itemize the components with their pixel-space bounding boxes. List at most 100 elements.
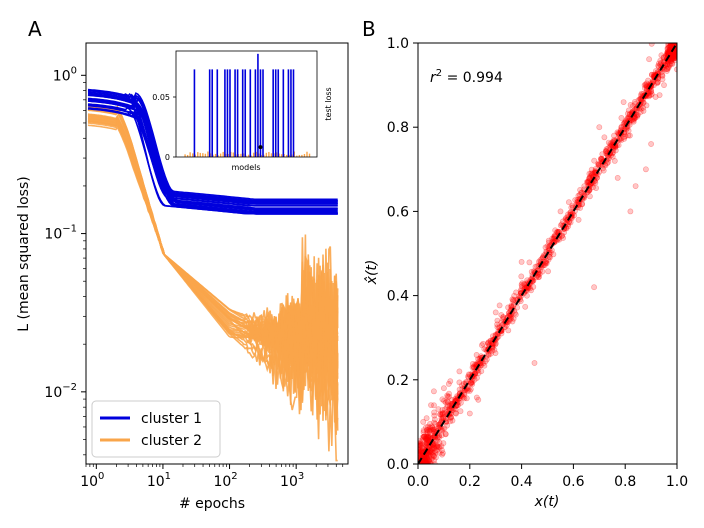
scatter-point xyxy=(665,50,671,57)
scatter-point xyxy=(642,85,648,92)
scatter-point xyxy=(438,411,445,418)
cluster-2-curve-24 xyxy=(87,106,339,391)
a-xtick-label-2: 102 xyxy=(213,471,237,490)
scatter-point xyxy=(423,435,430,442)
scatter-point xyxy=(549,235,556,242)
scatter-point xyxy=(418,449,424,456)
scatter-point xyxy=(624,115,631,122)
scatter-point xyxy=(429,426,436,433)
scatter-point xyxy=(672,53,677,60)
scatter-point xyxy=(543,258,550,264)
scatter-point xyxy=(632,114,639,121)
scatter-point xyxy=(500,314,507,321)
scatter-point xyxy=(512,310,518,316)
scatter-point xyxy=(550,251,557,258)
scatter-point xyxy=(648,71,655,78)
a-ytick-base-2: 10 xyxy=(44,385,62,401)
scatter-point xyxy=(431,426,438,433)
scatter-point xyxy=(436,439,443,446)
scatter-point xyxy=(602,148,609,154)
scatter-point xyxy=(536,270,543,277)
scatter-point xyxy=(418,441,422,448)
scatter-point xyxy=(513,289,519,296)
scatter-point xyxy=(670,55,677,62)
scatter-point xyxy=(673,43,677,46)
scatter-point xyxy=(456,379,463,386)
scatter-point xyxy=(424,429,430,436)
scatter-point xyxy=(418,448,422,454)
a-xtick-label-0: 100 xyxy=(80,471,104,490)
scatter-point xyxy=(667,43,674,46)
scatter-point xyxy=(654,80,660,87)
scatter-point xyxy=(587,173,594,180)
scatter-point xyxy=(596,161,603,168)
scatter-point xyxy=(673,47,677,54)
scatter-point xyxy=(480,340,486,347)
scatter-point xyxy=(418,442,421,448)
scatter-point xyxy=(439,407,446,413)
scatter-point xyxy=(425,423,432,430)
scatter-point xyxy=(518,273,525,280)
scatter-point xyxy=(611,132,617,139)
scatter-point xyxy=(672,55,677,61)
scatter-point xyxy=(622,133,629,140)
scatter-point xyxy=(449,417,456,424)
scatter-point xyxy=(631,99,638,105)
a-ytick-label-2: 10−2 xyxy=(44,382,77,401)
scatter-point xyxy=(664,61,671,68)
scatter-point xyxy=(554,228,561,235)
scatter-point xyxy=(634,113,640,120)
scatter-point xyxy=(543,260,550,267)
scatter-point xyxy=(423,435,429,442)
scatter-point xyxy=(424,426,431,433)
scatter-point xyxy=(505,327,512,334)
scatter-point xyxy=(418,447,423,454)
scatter-point xyxy=(668,58,675,65)
scatter-point xyxy=(669,43,676,46)
scatter-point xyxy=(461,395,468,402)
scatter-point xyxy=(637,96,644,102)
scatter-point xyxy=(426,435,433,441)
a-ytick-exp-0: 0 xyxy=(71,65,77,76)
panel-b: B 0.0 0.2 0.4 0.6 0.8 1.0 0.0 0.2 0.4 0.6 0.8 1.0 r… xyxy=(362,17,688,510)
scatter-point xyxy=(599,151,606,157)
scatter-outlier-20 xyxy=(435,444,442,451)
scatter-point xyxy=(441,425,448,432)
scatter-point xyxy=(625,127,632,134)
scatter-point xyxy=(640,108,647,114)
a-xtick-base-3: 10 xyxy=(280,474,298,490)
scatter-point xyxy=(427,424,433,431)
scatter-point xyxy=(620,99,627,105)
scatter-point xyxy=(588,166,595,173)
scatter-point xyxy=(444,392,451,399)
scatter-point xyxy=(526,259,533,266)
panel-b-ticks: 0.0 0.2 0.4 0.6 0.8 1.0 0.0 0.2 0.4 0.6 0.8 1.0 xyxy=(387,36,688,490)
scatter-point xyxy=(586,175,593,181)
scatter-point xyxy=(468,380,474,387)
scatter-outlier-9 xyxy=(428,402,434,408)
scatter-point xyxy=(595,161,602,168)
b-ytick-label-1: 0.2 xyxy=(387,373,409,389)
scatter-point xyxy=(438,415,445,422)
scatter-outlier-13 xyxy=(596,124,603,131)
scatter-point xyxy=(420,429,427,436)
scatter-point xyxy=(522,303,529,310)
scatter-point xyxy=(444,402,451,409)
scatter-point xyxy=(565,199,572,206)
scatter-point xyxy=(419,434,426,441)
b-xtick-label-0: 0.0 xyxy=(407,474,429,490)
scatter-point xyxy=(424,451,431,458)
scatter-point xyxy=(638,90,645,97)
scatter-point xyxy=(426,452,433,459)
scatter-point xyxy=(423,437,430,444)
scatter-point xyxy=(631,116,637,122)
legend-label-cluster-1: cluster 1 xyxy=(141,411,202,427)
scatter-point xyxy=(510,296,517,303)
scatter-point xyxy=(438,426,445,433)
scatter-point xyxy=(500,314,507,320)
scatter-point xyxy=(605,159,612,165)
scatter-point xyxy=(597,155,604,162)
scatter-point xyxy=(481,346,488,352)
scatter-point xyxy=(635,111,641,118)
scatter-point xyxy=(422,457,428,463)
